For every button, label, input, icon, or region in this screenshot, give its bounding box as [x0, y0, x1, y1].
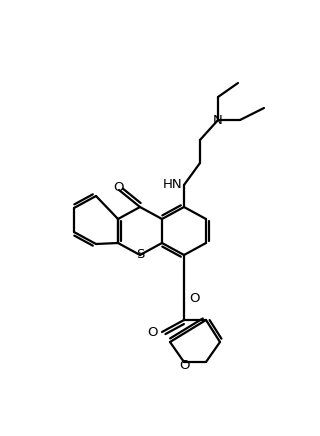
Text: S: S [136, 248, 144, 260]
Text: O: O [179, 359, 189, 372]
Text: O: O [114, 181, 124, 194]
Text: N: N [213, 113, 223, 126]
Text: O: O [189, 293, 199, 306]
Text: O: O [148, 326, 158, 338]
Text: HN: HN [162, 178, 182, 191]
